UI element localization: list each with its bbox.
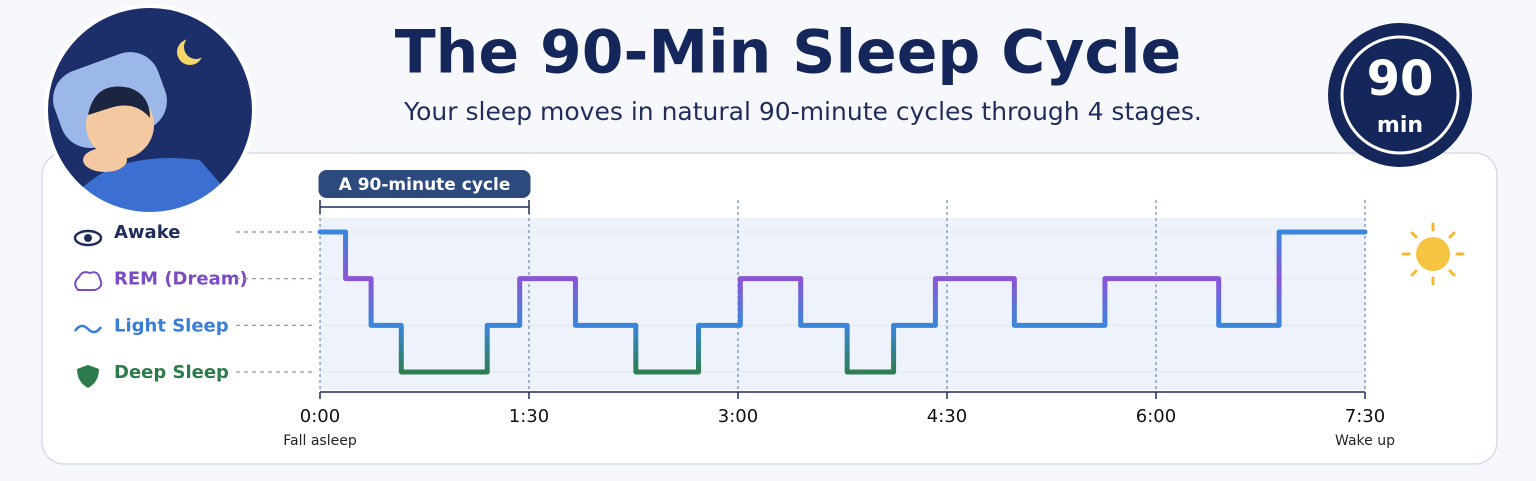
stage-icons — [73, 229, 103, 388]
x-tick-label: 1:30 — [509, 406, 549, 427]
sun-icon — [1401, 222, 1465, 286]
x-tick-label: 7:30 — [1345, 406, 1385, 427]
y-tick-label: REM (Dream) — [114, 269, 248, 290]
chart-title: The 90-Min Sleep Cycle — [395, 18, 1181, 88]
x-tick-label: 6:00 — [1136, 406, 1176, 427]
x-tick-label: 3:00 — [718, 406, 758, 427]
annotation-label: A 90-minute cycle — [339, 175, 511, 195]
sleeper-illustration — [46, 6, 254, 214]
x-tick-note: Fall asleep — [283, 433, 357, 449]
badge-number: 90 — [1367, 51, 1434, 107]
chart-subtitle: Your sleep moves in natural 90-minute cy… — [403, 97, 1202, 126]
avatar-ring — [44, 4, 256, 216]
badge-unit: min — [1377, 113, 1423, 138]
x-tick-label: 0:00 — [300, 406, 340, 427]
stage-line — [317, 229, 1368, 375]
annotation-pill — [318, 170, 531, 198]
plot-background — [320, 218, 1365, 390]
y-tick-label: Deep Sleep — [114, 362, 229, 383]
x-tick-note: Wake up — [1335, 433, 1395, 449]
annotation-bracket — [319, 200, 530, 214]
badge — [1328, 23, 1472, 167]
y-tick-label: Awake — [114, 222, 180, 243]
y-tick-label: Light Sleep — [114, 315, 229, 336]
x-tick-label: 4:30 — [927, 406, 967, 427]
badge-ring — [1340, 35, 1460, 155]
